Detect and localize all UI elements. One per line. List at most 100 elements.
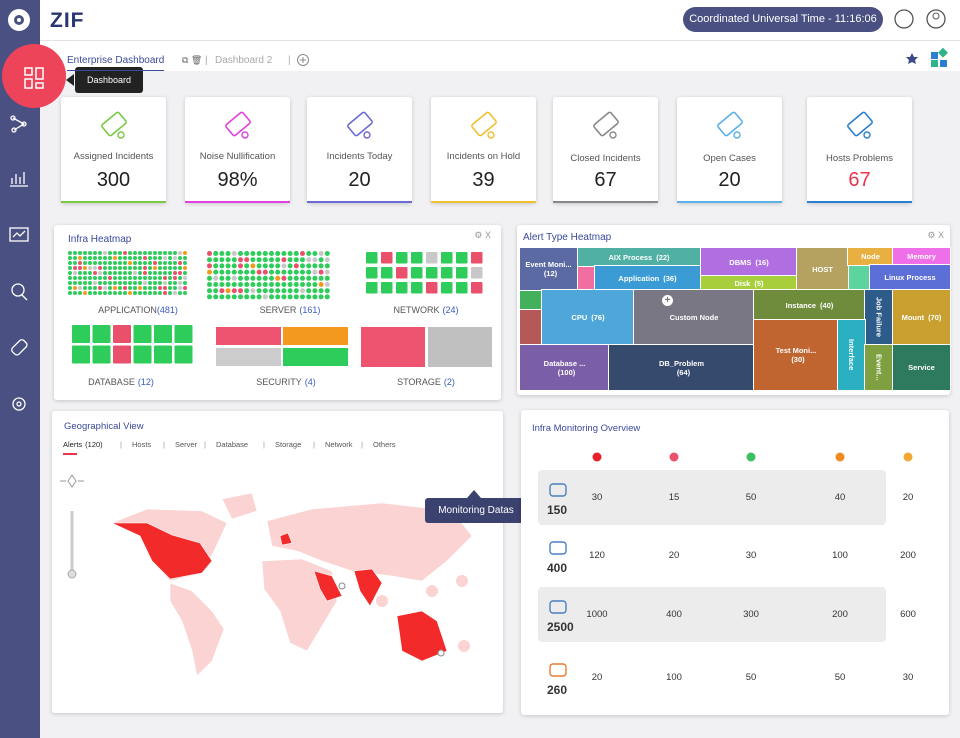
heat-cell — [275, 257, 281, 263]
heat-cell — [168, 281, 172, 285]
heat-cell — [128, 271, 132, 275]
heat-cell — [92, 325, 111, 343]
row-total: 260 — [547, 683, 568, 697]
heat-cell — [88, 291, 92, 295]
heat-cell — [163, 251, 167, 255]
kpi-icon — [347, 111, 373, 139]
kpi-icon — [225, 111, 251, 139]
heat-cell — [318, 251, 324, 256]
icon-shape — [347, 111, 373, 137]
geo-tab[interactable]: Alerts (120) — [63, 440, 103, 449]
kpi-bar — [185, 201, 290, 203]
heat-cell — [118, 271, 122, 275]
heat-cell — [244, 282, 250, 287]
heat-cell — [133, 325, 152, 343]
heat-cell — [178, 251, 182, 255]
heat-cell — [103, 281, 107, 285]
row-value: 20 — [668, 550, 680, 561]
heat-cell — [138, 281, 142, 285]
heat-cell — [225, 251, 231, 256]
heat-cell — [92, 345, 111, 364]
heat-cell — [83, 276, 87, 280]
tree-label: Custom Node — [670, 313, 719, 322]
geo-tab[interactable]: Hosts — [132, 440, 151, 449]
tab-count: (120) — [85, 440, 103, 449]
heat-cell — [123, 261, 127, 265]
heat-cell — [183, 291, 187, 295]
kpi-icon — [847, 111, 873, 139]
tab-sep: | — [361, 440, 363, 449]
heat-cell — [103, 286, 107, 290]
heat-cell — [287, 263, 293, 269]
heat-cell — [219, 294, 225, 300]
plus-icon: + — [662, 295, 673, 306]
cell-count: (40) — [820, 300, 834, 310]
heat-cell — [269, 257, 274, 263]
heat-cell — [324, 251, 330, 256]
heat-cell — [183, 261, 187, 265]
icon-shape — [549, 600, 567, 614]
heat-cell — [163, 276, 167, 280]
card-title: Infra Monitoring Overview — [532, 423, 641, 434]
tree-label: Application (36) — [618, 274, 676, 283]
icon-shape — [593, 111, 619, 137]
tree-label: CPU (76) — [571, 313, 604, 322]
cell-name: Memory — [907, 252, 936, 261]
heat-cell — [293, 294, 299, 300]
heat-cell — [238, 288, 243, 294]
heat-cell — [471, 282, 483, 294]
geo-tab[interactable]: Database — [216, 440, 248, 449]
heat-cell — [113, 325, 131, 343]
heat-cell — [163, 281, 167, 285]
row-value: 50 — [745, 672, 757, 683]
heat-cell — [244, 275, 250, 281]
heat-cell — [78, 291, 82, 295]
tab-sep: | — [263, 440, 265, 449]
heat-cell — [213, 275, 219, 281]
heat-cell — [269, 251, 274, 256]
heat-cell — [318, 275, 324, 281]
cell-name: AIX Process — [608, 252, 653, 262]
kpi-value: 67 — [594, 169, 617, 191]
kpi-bar — [61, 201, 166, 203]
heat-cell — [93, 286, 97, 290]
heat-cell — [133, 291, 137, 295]
heat-cell — [128, 276, 132, 280]
kpi-label: Closed Incidents — [570, 153, 641, 164]
heat-cell — [318, 257, 324, 263]
tree-cell: HOST — [796, 247, 849, 291]
group-name: SERVER — [259, 305, 297, 315]
tree-label: Event... — [875, 354, 884, 381]
heat-cell — [216, 327, 281, 345]
group-name: DATABASE — [88, 377, 135, 387]
heat-cell — [143, 266, 147, 270]
heat-cell — [123, 271, 127, 275]
cell-count: (36) — [663, 273, 677, 283]
heat-cell — [153, 261, 157, 265]
heat-cell — [183, 251, 187, 255]
heat-cell — [300, 269, 305, 275]
heat-cell — [231, 263, 237, 269]
tab-active[interactable]: Enterprise Dashboard — [67, 55, 165, 71]
cell-name: Event Moni... — [525, 260, 572, 269]
row-icon — [549, 600, 567, 614]
heat-cell — [312, 275, 318, 281]
geo-tab[interactable]: Network — [325, 440, 353, 449]
tab-underline — [63, 453, 77, 455]
geo-tab[interactable]: Others — [373, 440, 396, 449]
geo-tab[interactable]: Storage — [275, 440, 301, 449]
row-value: 120 — [589, 550, 605, 561]
heat-cell — [153, 266, 157, 270]
heat-cell — [168, 261, 172, 265]
geo-tab[interactable]: Server — [175, 440, 197, 449]
heat-cell — [244, 257, 250, 263]
heat-cell — [281, 251, 287, 256]
tree-cell: DBMS (16) — [700, 247, 798, 277]
heat-cell — [312, 294, 318, 300]
heat-cell — [275, 269, 281, 275]
heat-cell — [287, 282, 293, 287]
heat-cell — [68, 256, 72, 260]
heat-cell — [456, 267, 468, 279]
tab[interactable]: Dashboard 2 — [215, 55, 273, 66]
heat-cell — [163, 266, 167, 270]
